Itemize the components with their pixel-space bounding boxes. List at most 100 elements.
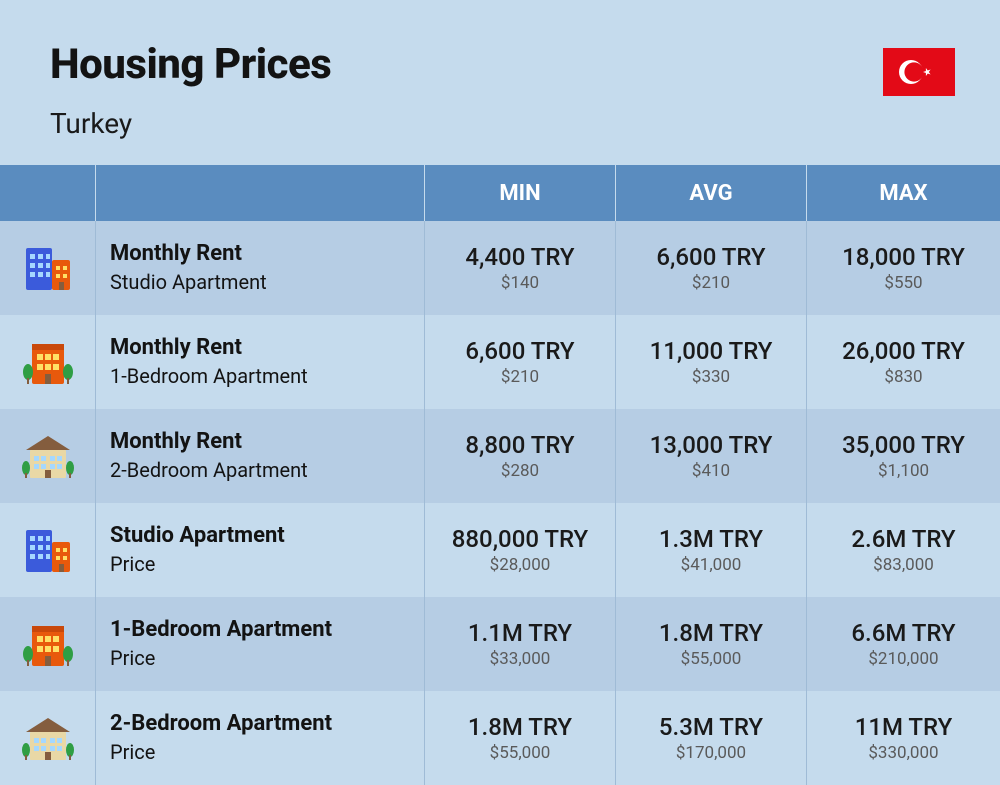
value-primary: 1.8M TRY bbox=[659, 619, 763, 648]
value-primary: 35,000 TRY bbox=[842, 431, 965, 460]
row-avg-cell: 1.3M TRY$41,000 bbox=[616, 503, 807, 597]
row-label-cell: Studio ApartmentPrice bbox=[96, 503, 425, 597]
row-max-cell: 35,000 TRY$1,100 bbox=[807, 409, 1000, 503]
value-primary: 2.6M TRY bbox=[851, 525, 955, 554]
row-title: Monthly Rent bbox=[110, 429, 424, 455]
row-max-cell: 26,000 TRY$830 bbox=[807, 315, 1000, 409]
value-primary: 8,800 TRY bbox=[465, 431, 574, 460]
table-row: Monthly Rent2-Bedroom Apartment8,800 TRY… bbox=[0, 409, 1000, 503]
value-primary: 1.8M TRY bbox=[468, 713, 572, 742]
row-title: Monthly Rent bbox=[110, 241, 424, 267]
table-header: MIN AVG MAX bbox=[0, 165, 1000, 221]
orange-building-icon bbox=[20, 334, 76, 390]
row-max-cell: 2.6M TRY$83,000 bbox=[807, 503, 1000, 597]
row-subtitle: Price bbox=[110, 551, 424, 577]
orange-building-icon bbox=[20, 616, 76, 672]
house-icon bbox=[20, 428, 76, 484]
value-primary: 880,000 TRY bbox=[452, 525, 588, 554]
row-avg-cell: 1.8M TRY$55,000 bbox=[616, 597, 807, 691]
row-subtitle: Studio Apartment bbox=[110, 269, 424, 295]
value-primary: 1.3M TRY bbox=[659, 525, 763, 554]
col-header-blank1 bbox=[0, 165, 96, 221]
row-max-cell: 6.6M TRY$210,000 bbox=[807, 597, 1000, 691]
row-min-cell: 6,600 TRY$210 bbox=[425, 315, 616, 409]
col-header-blank2 bbox=[96, 165, 425, 221]
value-primary: 18,000 TRY bbox=[842, 243, 965, 272]
value-secondary: $55,000 bbox=[681, 649, 742, 669]
housing-price-table: MIN AVG MAX Monthly RentStudio Apartment… bbox=[0, 165, 1000, 785]
row-label-cell: Monthly Rent1-Bedroom Apartment bbox=[96, 315, 425, 409]
table-row: 1-Bedroom ApartmentPrice1.1M TRY$33,0001… bbox=[0, 597, 1000, 691]
row-avg-cell: 11,000 TRY$330 bbox=[616, 315, 807, 409]
value-primary: 6.6M TRY bbox=[851, 619, 955, 648]
value-primary: 5.3M TRY bbox=[659, 713, 763, 742]
value-secondary: $280 bbox=[501, 461, 539, 481]
value-primary: 1.1M TRY bbox=[468, 619, 572, 648]
row-title: Monthly Rent bbox=[110, 335, 424, 361]
row-icon-cell bbox=[0, 597, 96, 691]
col-header-avg: AVG bbox=[616, 165, 807, 221]
row-subtitle: 2-Bedroom Apartment bbox=[110, 457, 424, 483]
table-row: 2-Bedroom ApartmentPrice1.8M TRY$55,0005… bbox=[0, 691, 1000, 785]
value-primary: 11M TRY bbox=[855, 713, 953, 742]
row-max-cell: 18,000 TRY$550 bbox=[807, 221, 1000, 315]
value-secondary: $1,100 bbox=[878, 461, 929, 481]
row-avg-cell: 6,600 TRY$210 bbox=[616, 221, 807, 315]
value-primary: 6,600 TRY bbox=[465, 337, 574, 366]
col-header-min: MIN bbox=[425, 165, 616, 221]
value-secondary: $28,000 bbox=[490, 555, 551, 575]
value-secondary: $410 bbox=[692, 461, 730, 481]
page-subtitle: Turkey bbox=[50, 107, 950, 140]
buildings-icon bbox=[20, 522, 76, 578]
value-secondary: $330 bbox=[692, 367, 730, 387]
value-secondary: $170,000 bbox=[676, 743, 746, 763]
row-max-cell: 11M TRY$330,000 bbox=[807, 691, 1000, 785]
row-icon-cell bbox=[0, 503, 96, 597]
row-label-cell: Monthly RentStudio Apartment bbox=[96, 221, 425, 315]
house-icon bbox=[20, 710, 76, 766]
value-secondary: $830 bbox=[884, 367, 922, 387]
row-icon-cell bbox=[0, 409, 96, 503]
row-subtitle: Price bbox=[110, 645, 424, 671]
value-secondary: $55,000 bbox=[490, 743, 551, 763]
row-label-cell: 1-Bedroom ApartmentPrice bbox=[96, 597, 425, 691]
row-min-cell: 880,000 TRY$28,000 bbox=[425, 503, 616, 597]
row-avg-cell: 13,000 TRY$410 bbox=[616, 409, 807, 503]
value-secondary: $140 bbox=[501, 273, 539, 293]
row-label-cell: 2-Bedroom ApartmentPrice bbox=[96, 691, 425, 785]
row-min-cell: 4,400 TRY$140 bbox=[425, 221, 616, 315]
value-secondary: $41,000 bbox=[681, 555, 742, 575]
value-secondary: $33,000 bbox=[490, 649, 551, 669]
table-row: Monthly RentStudio Apartment4,400 TRY$14… bbox=[0, 221, 1000, 315]
row-subtitle: 1-Bedroom Apartment bbox=[110, 363, 424, 389]
buildings-icon bbox=[20, 240, 76, 296]
table-row: Studio ApartmentPrice880,000 TRY$28,0001… bbox=[0, 503, 1000, 597]
value-primary: 6,600 TRY bbox=[656, 243, 765, 272]
value-primary: 13,000 TRY bbox=[650, 431, 773, 460]
value-secondary: $550 bbox=[884, 273, 922, 293]
row-label-cell: Monthly Rent2-Bedroom Apartment bbox=[96, 409, 425, 503]
turkey-flag-icon bbox=[883, 48, 955, 96]
row-icon-cell bbox=[0, 221, 96, 315]
value-secondary: $330,000 bbox=[868, 743, 938, 763]
row-min-cell: 8,800 TRY$280 bbox=[425, 409, 616, 503]
row-avg-cell: 5.3M TRY$170,000 bbox=[616, 691, 807, 785]
header: Housing Prices Turkey bbox=[0, 0, 1000, 165]
row-icon-cell bbox=[0, 315, 96, 409]
value-secondary: $210,000 bbox=[868, 649, 938, 669]
col-header-max: MAX bbox=[807, 165, 1000, 221]
value-primary: 11,000 TRY bbox=[650, 337, 773, 366]
row-subtitle: Price bbox=[110, 739, 424, 765]
page-title: Housing Prices bbox=[50, 40, 950, 89]
row-title: 1-Bedroom Apartment bbox=[110, 617, 424, 643]
row-title: 2-Bedroom Apartment bbox=[110, 711, 424, 737]
row-min-cell: 1.8M TRY$55,000 bbox=[425, 691, 616, 785]
value-secondary: $83,000 bbox=[873, 555, 934, 575]
value-secondary: $210 bbox=[501, 367, 539, 387]
row-min-cell: 1.1M TRY$33,000 bbox=[425, 597, 616, 691]
row-title: Studio Apartment bbox=[110, 523, 424, 549]
value-secondary: $210 bbox=[692, 273, 730, 293]
row-icon-cell bbox=[0, 691, 96, 785]
value-primary: 4,400 TRY bbox=[465, 243, 574, 272]
value-primary: 26,000 TRY bbox=[842, 337, 965, 366]
